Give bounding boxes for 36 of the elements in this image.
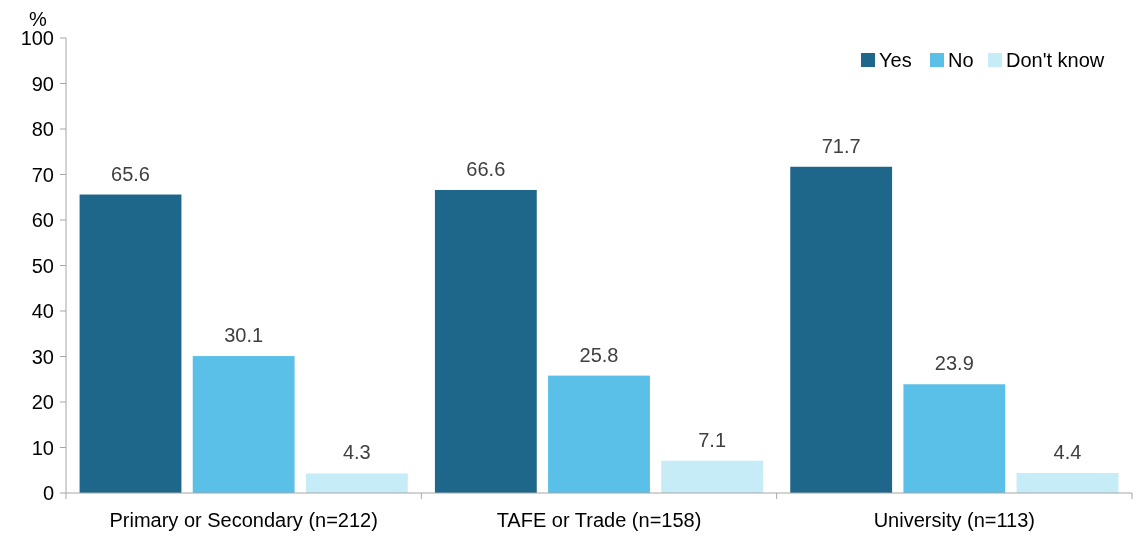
y-tick-label: 80 xyxy=(31,118,54,140)
y-tick-label: 60 xyxy=(31,209,54,231)
data-label: 23.9 xyxy=(934,352,974,375)
y-tick-label: 10 xyxy=(31,436,54,459)
bar xyxy=(1016,472,1119,493)
y-tick-label: 0 xyxy=(42,482,54,504)
data-label: 65.6 xyxy=(111,162,150,185)
y-tick-label: 70 xyxy=(31,163,54,186)
bar xyxy=(790,166,893,493)
y-tick-label: 30 xyxy=(31,345,54,368)
data-label: 66.6 xyxy=(466,157,506,180)
y-tick-label: 90 xyxy=(31,72,54,95)
bar xyxy=(305,473,408,493)
y-tick-label: 40 xyxy=(31,300,54,322)
data-label: 25.8 xyxy=(579,343,619,366)
bar xyxy=(434,189,537,493)
y-tick-label: 50 xyxy=(31,254,54,277)
x-tick-label: University (n=113) xyxy=(873,509,1036,531)
bar xyxy=(192,356,295,493)
data-label: 7.1 xyxy=(698,428,727,451)
bar xyxy=(548,375,650,493)
bar xyxy=(661,460,764,493)
data-label: 71.7 xyxy=(821,134,861,157)
y-axis-title: % xyxy=(29,8,48,30)
legend-label: Yes xyxy=(879,49,912,71)
bar xyxy=(903,384,1006,493)
x-tick-label: TAFE or Trade (n=158) xyxy=(496,509,702,531)
legend-label: No xyxy=(948,49,974,71)
data-label: 4.3 xyxy=(342,441,371,464)
legend-label: Don't know xyxy=(1006,49,1105,71)
bar xyxy=(79,194,182,493)
y-tick-label: 100 xyxy=(20,27,54,49)
data-label: 30.1 xyxy=(224,324,264,347)
y-tick-label: 20 xyxy=(31,391,54,413)
x-tick-label: Primary or Secondary (n=212) xyxy=(109,509,378,531)
data-label: 4.4 xyxy=(1053,440,1082,463)
